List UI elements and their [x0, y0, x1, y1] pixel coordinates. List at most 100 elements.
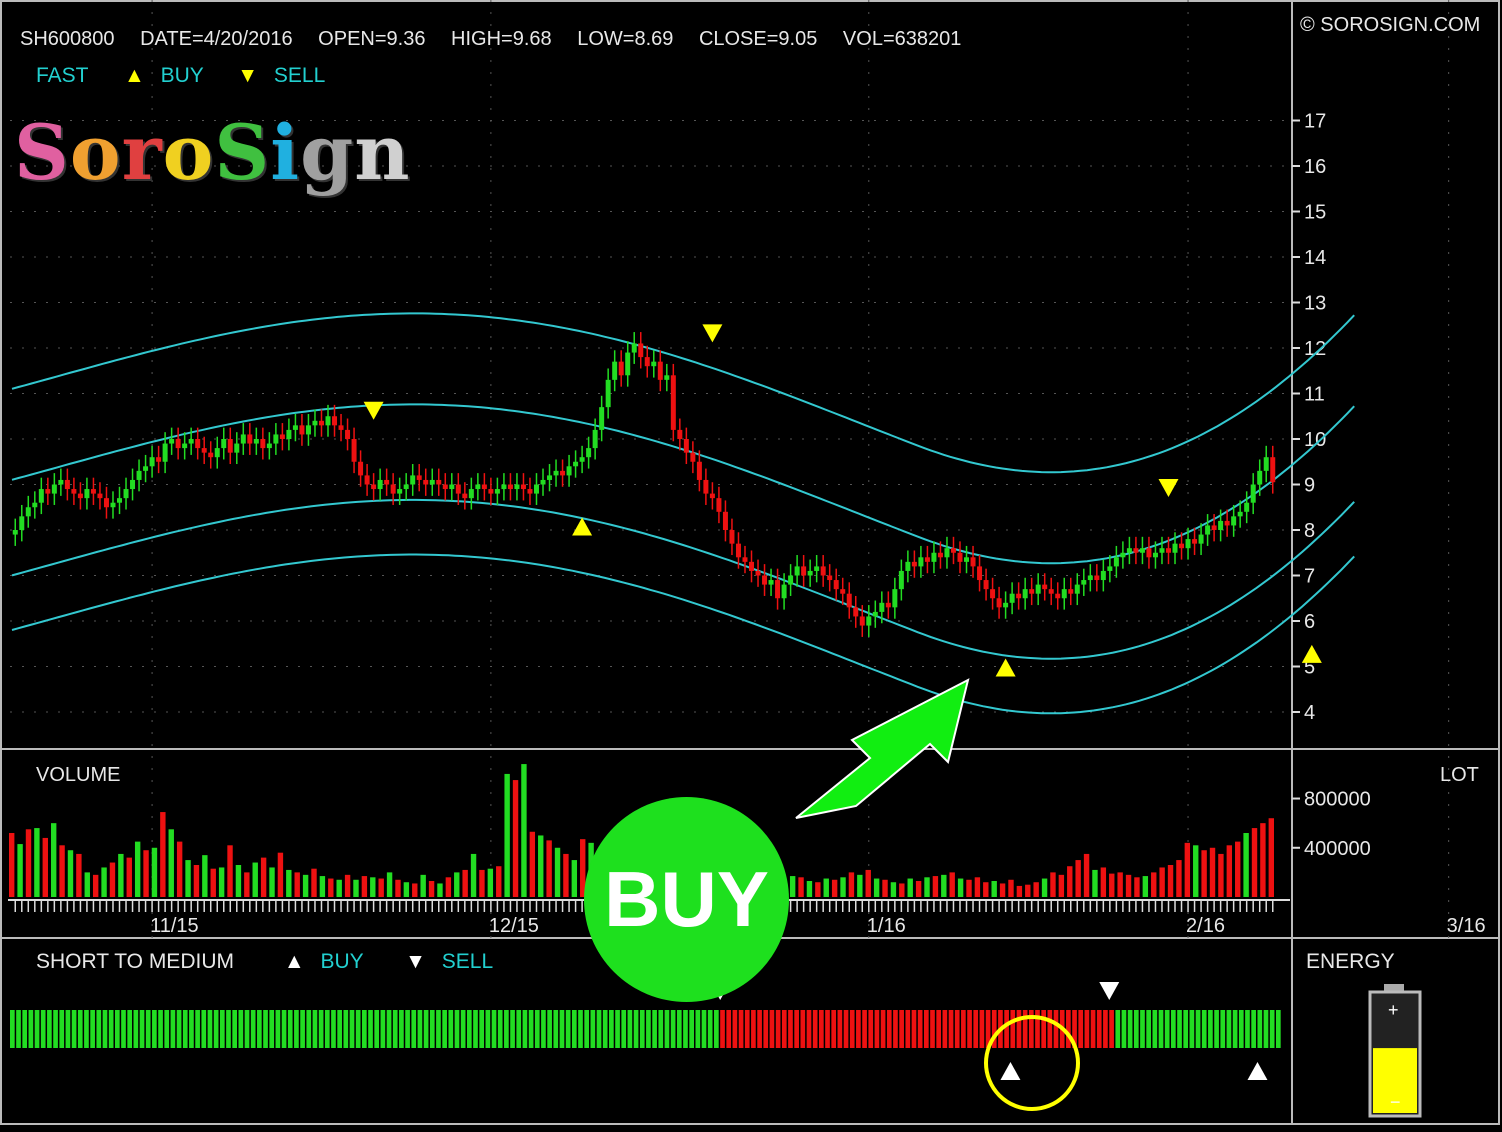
state-bar — [812, 1010, 818, 1048]
volume-bar — [202, 855, 208, 897]
candle-body — [683, 439, 689, 453]
volume-bar — [17, 844, 23, 897]
state-bar — [473, 1010, 478, 1048]
candle-body — [742, 557, 748, 562]
volume-bar — [353, 879, 359, 897]
state-bar — [65, 1010, 71, 1048]
state-bar — [1146, 1010, 1151, 1048]
state-bar — [1140, 1010, 1145, 1048]
channel-band-line — [11, 312, 1355, 474]
state-bar — [1214, 1010, 1219, 1048]
state-bar — [720, 1010, 725, 1048]
short-medium-label: SHORT TO MEDIUM — [36, 950, 234, 973]
volume-bar — [193, 865, 200, 897]
battery-cap-icon — [1384, 984, 1404, 994]
volume-bar — [487, 868, 494, 897]
volume-bar — [1100, 867, 1107, 897]
state-bar — [534, 1010, 540, 1048]
candle-body — [1172, 543, 1178, 553]
candle-body — [423, 479, 429, 485]
candle-body — [631, 343, 637, 353]
state-bar — [1195, 1010, 1201, 1048]
candle-body — [169, 439, 175, 444]
volume-bar — [25, 829, 32, 897]
volume-bar — [218, 867, 225, 897]
state-bar — [1035, 1010, 1040, 1048]
candle-body — [51, 484, 57, 494]
short-medium-buy: BUY — [320, 950, 364, 973]
state-bar — [1238, 1010, 1244, 1048]
candle-body — [560, 470, 566, 476]
state-bar — [368, 1010, 373, 1048]
candle-body — [90, 489, 96, 494]
candle-body — [592, 429, 598, 449]
state-bar — [652, 1010, 657, 1048]
state-bar — [318, 1010, 324, 1048]
state-bar — [559, 1010, 565, 1048]
candle-body — [1198, 534, 1204, 544]
volume-bar — [789, 876, 796, 897]
candle-body — [488, 489, 494, 494]
candle-body — [410, 475, 416, 485]
state-bar — [899, 1010, 904, 1048]
candle-body — [872, 611, 878, 617]
state-bar — [615, 1010, 620, 1048]
candle-body — [1094, 575, 1100, 581]
candle-body — [1016, 593, 1022, 599]
state-bar — [738, 1010, 744, 1048]
candle-body — [1231, 516, 1237, 526]
state-bar — [207, 1010, 213, 1048]
volume-bar — [185, 860, 191, 897]
state-bar — [1263, 1010, 1269, 1048]
date-tick-label: 12/15 — [489, 915, 539, 937]
candle-body — [377, 479, 383, 490]
volume-bar — [882, 879, 888, 897]
state-bar — [343, 1010, 349, 1048]
state-bar — [825, 1010, 830, 1048]
candle-body — [384, 479, 390, 485]
volume-bar — [1184, 842, 1191, 897]
price-tick-label: 13 — [1304, 293, 1326, 315]
state-bar — [1269, 1010, 1275, 1048]
state-bar — [1171, 1010, 1176, 1048]
state-bar — [294, 1010, 299, 1048]
state-bar — [504, 1010, 509, 1048]
battery-plus-icon: + — [1388, 1000, 1399, 1020]
candle-body — [527, 489, 533, 494]
volume-bar — [269, 867, 275, 897]
price-tick-label: 14 — [1304, 247, 1326, 269]
state-bar — [1183, 1010, 1189, 1048]
candle-body — [788, 575, 794, 585]
candle-body — [990, 589, 996, 599]
candle-body — [130, 479, 136, 490]
sorosign-logo: SoroSign — [14, 108, 411, 197]
candle-body — [1074, 584, 1080, 594]
volume-bar — [1117, 872, 1123, 897]
buy-triangle-icon: ▲ — [123, 64, 145, 87]
legend-fast: FAST — [36, 64, 89, 87]
candle-body — [475, 484, 481, 490]
state-bar — [609, 1010, 614, 1048]
date-tick-label: 3/16 — [1447, 915, 1486, 937]
price-tick-label: 11 — [1304, 384, 1325, 406]
volume-bar — [109, 862, 116, 897]
candle-body — [84, 489, 90, 499]
candle-body — [1042, 584, 1048, 590]
state-bar — [806, 1010, 812, 1048]
volume-bar — [151, 847, 158, 897]
state-bar — [788, 1010, 793, 1048]
state-bar — [961, 1010, 966, 1048]
volume-bar — [991, 881, 997, 897]
state-bar — [1096, 1010, 1102, 1048]
candle-body — [657, 361, 663, 380]
candle-body — [12, 530, 18, 535]
state-bar — [219, 1010, 225, 1048]
candle-body — [97, 493, 103, 499]
candle-body — [807, 570, 813, 576]
state-bar — [399, 1010, 404, 1048]
candle-body — [1133, 548, 1139, 553]
state-bar — [300, 1010, 305, 1048]
state-bar — [886, 1010, 892, 1048]
candle-body — [481, 484, 487, 490]
